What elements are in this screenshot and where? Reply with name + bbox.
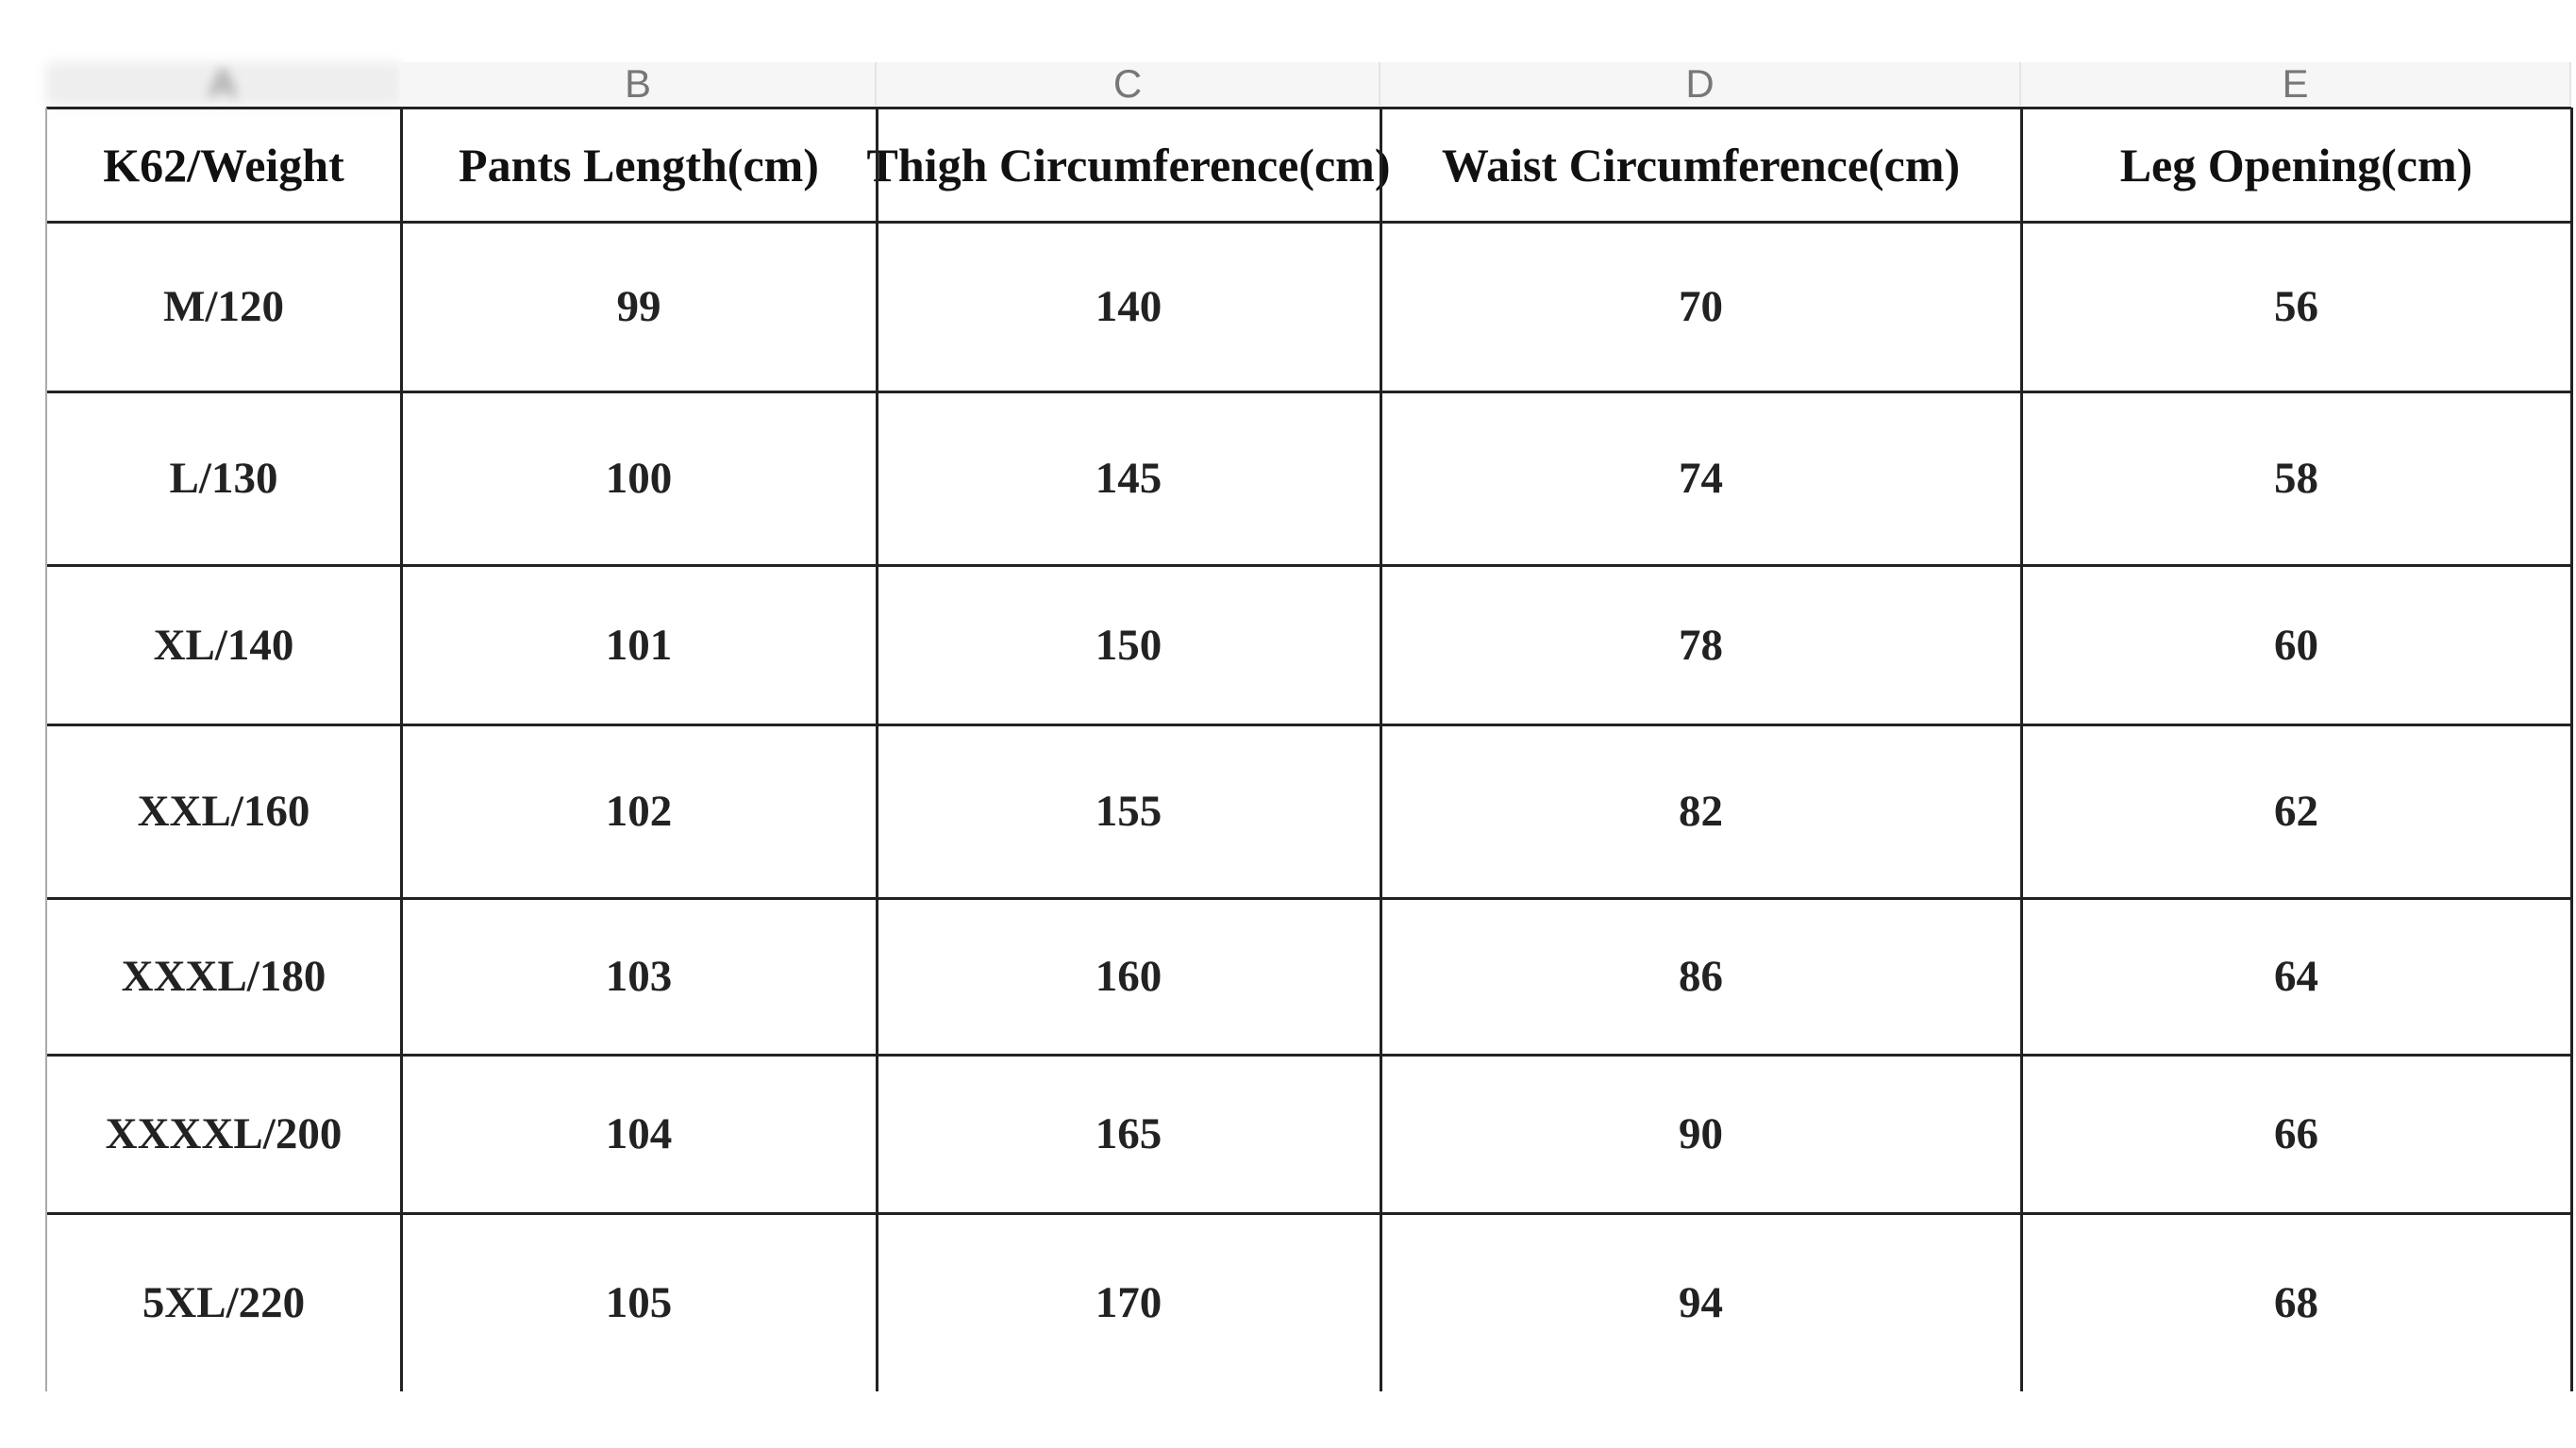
- table-cell: L/130: [169, 454, 278, 503]
- column-border: [2020, 108, 2023, 1391]
- table-cell: XXXL/180: [121, 952, 326, 1001]
- column-border: [400, 108, 403, 1391]
- table-cell: 140: [1095, 282, 1163, 331]
- row-border: [46, 1212, 2571, 1215]
- table-cell: 100: [605, 454, 673, 503]
- header-cell: K62/Weight: [103, 138, 344, 191]
- table-cell: 74: [1679, 454, 1723, 503]
- table-cell: 68: [2274, 1277, 2318, 1327]
- table-cell: 86: [1679, 952, 1723, 1001]
- column-border: [45, 108, 47, 1391]
- table-cell: 70: [1679, 282, 1723, 331]
- table-cell: 60: [2274, 620, 2318, 670]
- table-cell: 102: [605, 787, 673, 836]
- column-letter: D: [1380, 61, 2021, 106]
- column-letter: C: [877, 61, 1380, 106]
- table-cell: M/120: [163, 282, 284, 331]
- table-cell: XXL/160: [137, 787, 310, 836]
- table-cell: 82: [1679, 787, 1723, 836]
- header-cell: Leg Opening(cm): [2119, 138, 2473, 191]
- row-border: [46, 724, 2571, 726]
- table-cell: 105: [605, 1277, 673, 1327]
- table-cell: 56: [2274, 282, 2318, 331]
- table-cell: 155: [1095, 787, 1163, 836]
- table-cell: 99: [616, 282, 661, 331]
- column-letter: E: [2021, 61, 2571, 106]
- table-cell: 101: [605, 620, 673, 670]
- column-letter: B: [401, 61, 877, 106]
- row-border: [46, 897, 2571, 900]
- column-border: [876, 108, 878, 1391]
- table-cell: 5XL/220: [142, 1277, 306, 1327]
- table-cell: 62: [2274, 787, 2318, 836]
- row-border: [46, 221, 2571, 224]
- header-cell: Thigh Circumference(cm): [866, 138, 1391, 191]
- table-cell: 165: [1095, 1109, 1163, 1158]
- table-cell: 103: [605, 952, 673, 1001]
- table-cell: 170: [1095, 1277, 1163, 1327]
- table-cell: XXXXL/200: [105, 1109, 343, 1158]
- table-cell: 104: [605, 1109, 673, 1158]
- table-cell: 66: [2274, 1109, 2318, 1158]
- row-border: [46, 391, 2571, 393]
- row-border: [46, 1054, 2571, 1057]
- table-cell: 160: [1095, 952, 1163, 1001]
- table-cell: 78: [1679, 620, 1723, 670]
- header-cell: Pants Length(cm): [459, 138, 819, 191]
- table-cell: XL/140: [153, 620, 294, 670]
- column-letter: A: [46, 61, 401, 106]
- table-cell: 150: [1095, 620, 1163, 670]
- table-cell: 58: [2274, 454, 2318, 503]
- row-border: [46, 564, 2571, 567]
- table-cell: 94: [1679, 1277, 1723, 1327]
- table-cell: 145: [1095, 454, 1163, 503]
- row-border: [46, 107, 2571, 109]
- column-border: [2570, 108, 2573, 1391]
- column-border: [1380, 108, 1382, 1391]
- table-cell: 64: [2274, 952, 2318, 1001]
- header-cell: Waist Circumference(cm): [1441, 138, 1961, 191]
- table-cell: 90: [1679, 1109, 1723, 1158]
